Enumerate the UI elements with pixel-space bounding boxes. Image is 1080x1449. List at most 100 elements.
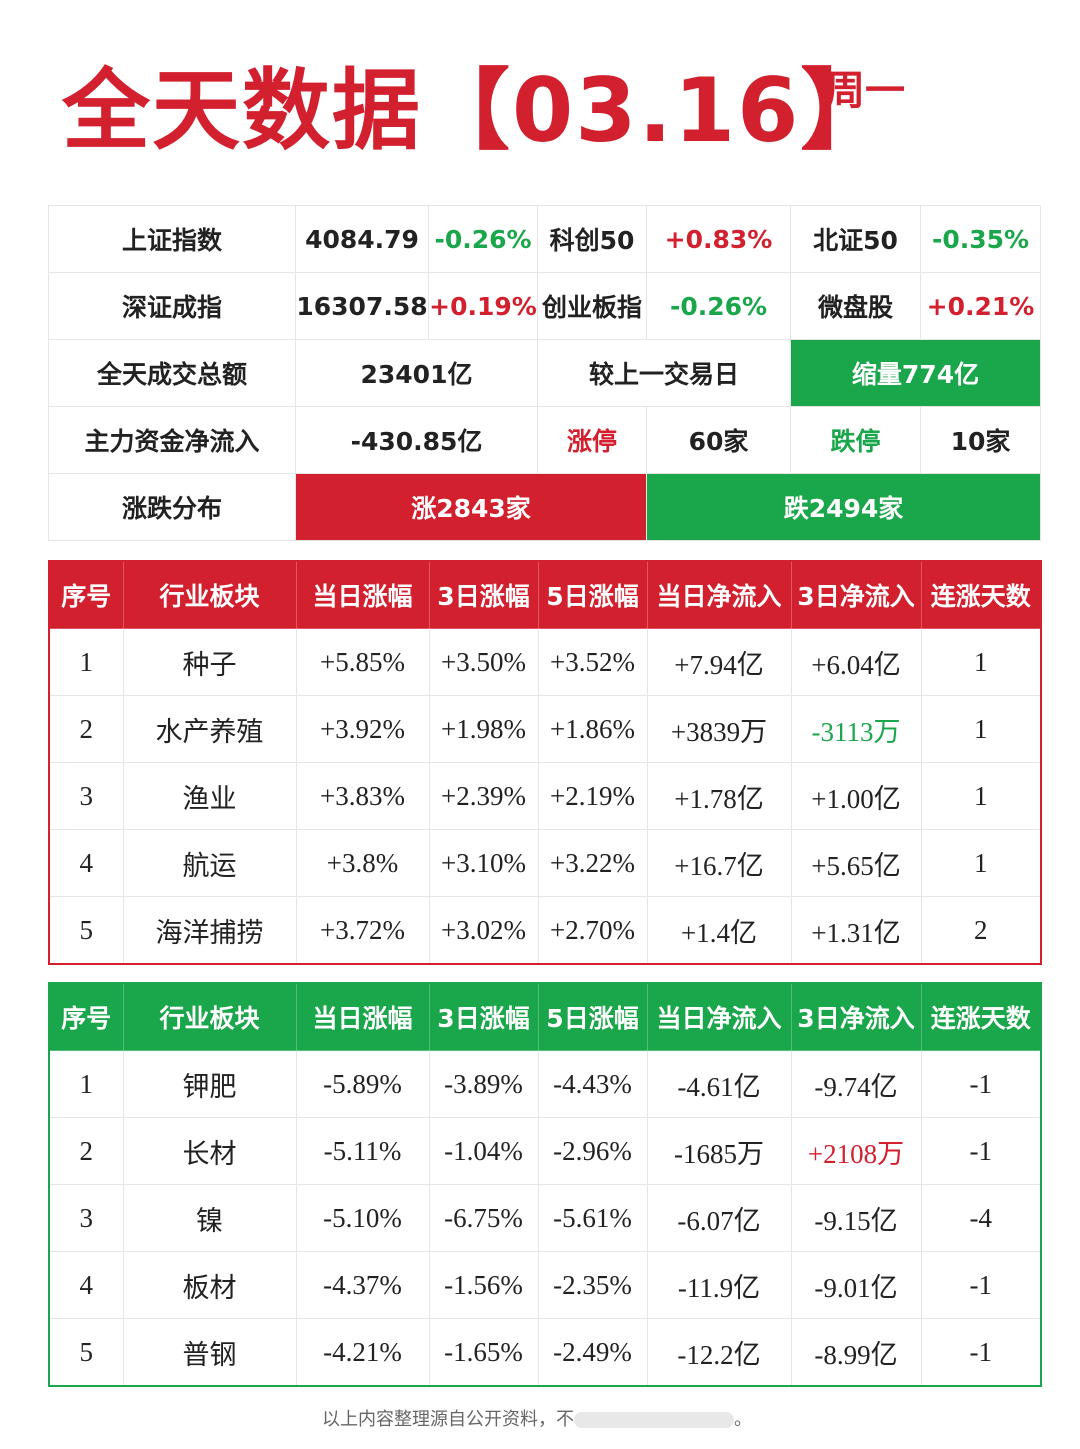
row: 3 渔业 +3.83% +2.39% +2.19% +1.78亿 +1.00亿 1 xyxy=(48,762,1042,830)
cell: 3 xyxy=(48,1184,124,1252)
cell: 涨跌分布 xyxy=(48,473,296,541)
column-header: 当日净流入 xyxy=(646,982,792,1051)
cell: 涨2843家 xyxy=(295,473,647,541)
cell: 3 xyxy=(48,762,124,830)
column-header: 行业板块 xyxy=(122,560,297,629)
cell: +1.98% xyxy=(428,695,539,763)
column-header: 当日涨幅 xyxy=(295,560,430,629)
cell: +16.7亿 xyxy=(646,829,792,897)
cell: +3.72% xyxy=(295,896,430,965)
column-header: 连涨天数 xyxy=(920,560,1042,629)
column-header: 3日涨幅 xyxy=(428,982,539,1051)
cell: +7.94亿 xyxy=(646,628,792,696)
cell: 上证指数 xyxy=(48,205,296,273)
footer: 以上内容整理源自公开资料，不 。 xyxy=(322,1405,752,1431)
cell: 1 xyxy=(920,695,1042,763)
column-header: 序号 xyxy=(48,560,124,629)
cell: +1.4亿 xyxy=(646,896,792,965)
cell: -2.35% xyxy=(537,1251,648,1319)
row: 5 普钢 -4.21% -1.65% -2.49% -12.2亿 -8.99亿 -1 xyxy=(48,1318,1042,1387)
footer-text: 以上内容整理源自公开资料，不 xyxy=(322,1409,574,1430)
cell: 板材 xyxy=(122,1251,297,1319)
cell: -9.74亿 xyxy=(790,1050,922,1118)
cell: -3.89% xyxy=(428,1050,539,1118)
cell: -0.26% xyxy=(428,205,538,273)
cell: -5.11% xyxy=(295,1117,430,1185)
cell: 16307.58 xyxy=(295,272,429,340)
cell: +3.52% xyxy=(537,628,648,696)
cell: 创业板指 xyxy=(537,272,647,340)
blur xyxy=(574,1412,734,1428)
cell: 23401亿 xyxy=(295,339,538,407)
header-row: 序号 行业板块 当日涨幅 3日涨幅 5日涨幅 当日净流入 3日净流入 连涨天数 xyxy=(48,560,1042,629)
cell: -1 xyxy=(920,1050,1042,1118)
cell: 跌2494家 xyxy=(646,473,1041,541)
row: 4 板材 -4.37% -1.56% -2.35% -11.9亿 -9.01亿 -1 xyxy=(48,1251,1042,1319)
cell: 60家 xyxy=(646,406,791,474)
cell: 水产养殖 xyxy=(122,695,297,763)
cell: -4.43% xyxy=(537,1050,648,1118)
cell: 镍 xyxy=(122,1184,297,1252)
cell: -3113万 xyxy=(790,695,922,763)
cell: 航运 xyxy=(122,829,297,897)
cell: +1.78亿 xyxy=(646,762,792,830)
cell: -1.04% xyxy=(428,1117,539,1185)
column-header: 行业板块 xyxy=(122,982,297,1051)
cell: +3.22% xyxy=(537,829,648,897)
cell: +2.70% xyxy=(537,896,648,965)
cell: 2 xyxy=(920,896,1042,965)
cell: -2.96% xyxy=(537,1117,648,1185)
cell: 4 xyxy=(48,829,124,897)
cell: 科创50 xyxy=(537,205,647,273)
cell: 全天成交总额 xyxy=(48,339,296,407)
cell: +3.10% xyxy=(428,829,539,897)
weekday: 周一 xyxy=(825,68,905,114)
cell: -11.9亿 xyxy=(646,1251,792,1319)
cell: -8.99亿 xyxy=(790,1318,922,1387)
cell: -1 xyxy=(920,1251,1042,1319)
cell: 普钢 xyxy=(122,1318,297,1387)
cell: -9.15亿 xyxy=(790,1184,922,1252)
cell: 主力资金净流入 xyxy=(48,406,296,474)
cell: -2.49% xyxy=(537,1318,648,1387)
cell: -4.37% xyxy=(295,1251,430,1319)
cell: 5 xyxy=(48,1318,124,1387)
cell: 微盘股 xyxy=(790,272,921,340)
cell: +1.31亿 xyxy=(790,896,922,965)
cell: 渔业 xyxy=(122,762,297,830)
cell: -5.10% xyxy=(295,1184,430,1252)
cell: -1.56% xyxy=(428,1251,539,1319)
row: 2 长材 -5.11% -1.04% -2.96% -1685万 +2108万 -1 xyxy=(48,1117,1042,1185)
cell: +3.50% xyxy=(428,628,539,696)
row: 1 钾肥 -5.89% -3.89% -4.43% -4.61亿 -9.74亿 -1 xyxy=(48,1050,1042,1118)
cell: -4 xyxy=(920,1184,1042,1252)
cell: 2 xyxy=(48,695,124,763)
column-header: 3日净流入 xyxy=(790,560,922,629)
losers-table: 序号 行业板块 当日涨幅 3日涨幅 5日涨幅 当日净流入 3日净流入 连涨天数 1 钾肥 -5.89… xyxy=(48,982,1042,1387)
cell: 较上一交易日 xyxy=(537,339,791,407)
cell: +0.83% xyxy=(646,205,791,273)
gainers-table: 序号 行业板块 当日涨幅 3日涨幅 5日涨幅 当日净流入 3日净流入 连涨天数 1 种子 +5.85… xyxy=(48,560,1042,965)
cell: +3.02% xyxy=(428,896,539,965)
cell: +6.04亿 xyxy=(790,628,922,696)
column-header: 当日净流入 xyxy=(646,560,792,629)
row: 2 水产养殖 +3.92% +1.98% +1.86% +3839万 -3113万 1 xyxy=(48,695,1042,763)
cell: -6.75% xyxy=(428,1184,539,1252)
row: 3 镍 -5.10% -6.75% -5.61% -6.07亿 -9.15亿 -4 xyxy=(48,1184,1042,1252)
column-header: 连涨天数 xyxy=(920,982,1042,1051)
cell: 4 xyxy=(48,1251,124,1319)
cell: -0.35% xyxy=(920,205,1041,273)
title: 全天数据【03.16】 xyxy=(62,59,891,162)
cell: +5.65亿 xyxy=(790,829,922,897)
cell: 2 xyxy=(48,1117,124,1185)
cell: 钾肥 xyxy=(122,1050,297,1118)
cell: 1 xyxy=(920,628,1042,696)
cell: +3.8% xyxy=(295,829,430,897)
cell: +3.83% xyxy=(295,762,430,830)
cell: 5 xyxy=(48,896,124,965)
cell: 种子 xyxy=(122,628,297,696)
cell: -430.85亿 xyxy=(295,406,538,474)
cell: 1 xyxy=(920,829,1042,897)
cell: 深证成指 xyxy=(48,272,296,340)
